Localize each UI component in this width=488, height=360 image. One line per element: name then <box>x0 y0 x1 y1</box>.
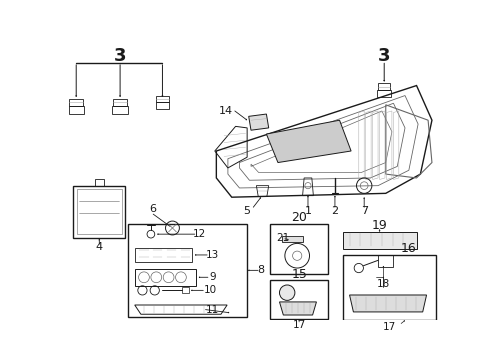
Text: 7: 7 <box>360 206 367 216</box>
Text: 3: 3 <box>377 46 389 64</box>
Text: 12: 12 <box>192 229 205 239</box>
Bar <box>73 186 125 238</box>
Text: 1: 1 <box>304 206 311 216</box>
Bar <box>77 189 122 234</box>
Text: 5: 5 <box>243 206 250 216</box>
Text: 17: 17 <box>292 320 305 330</box>
Text: 18: 18 <box>376 279 389 289</box>
Text: 6: 6 <box>149 204 156 214</box>
Polygon shape <box>248 114 268 130</box>
Text: 2: 2 <box>331 206 338 216</box>
Circle shape <box>279 285 294 300</box>
Text: 21: 21 <box>276 233 289 243</box>
Polygon shape <box>266 120 350 163</box>
Bar <box>95 180 104 186</box>
Text: 4: 4 <box>96 242 102 252</box>
Polygon shape <box>349 295 426 312</box>
Text: 14: 14 <box>219 106 233 116</box>
Bar <box>182 287 189 293</box>
Text: 8: 8 <box>257 265 264 275</box>
Text: 10: 10 <box>203 285 216 295</box>
Bar <box>135 269 196 286</box>
Bar <box>343 232 416 249</box>
Text: 20: 20 <box>290 211 306 225</box>
Text: 11: 11 <box>205 305 219 315</box>
Text: 16: 16 <box>400 242 416 255</box>
Polygon shape <box>279 302 316 315</box>
Bar <box>135 248 192 262</box>
Bar <box>127 224 246 316</box>
Bar <box>343 255 435 320</box>
Text: 9: 9 <box>209 272 215 282</box>
Text: 13: 13 <box>205 250 219 260</box>
Text: 19: 19 <box>371 219 386 232</box>
Text: 17: 17 <box>382 321 395 332</box>
Text: 15: 15 <box>290 268 306 281</box>
Bar <box>270 224 327 274</box>
Bar <box>281 236 303 242</box>
Bar <box>377 255 393 267</box>
Text: 3: 3 <box>114 46 126 64</box>
Bar <box>270 280 327 319</box>
